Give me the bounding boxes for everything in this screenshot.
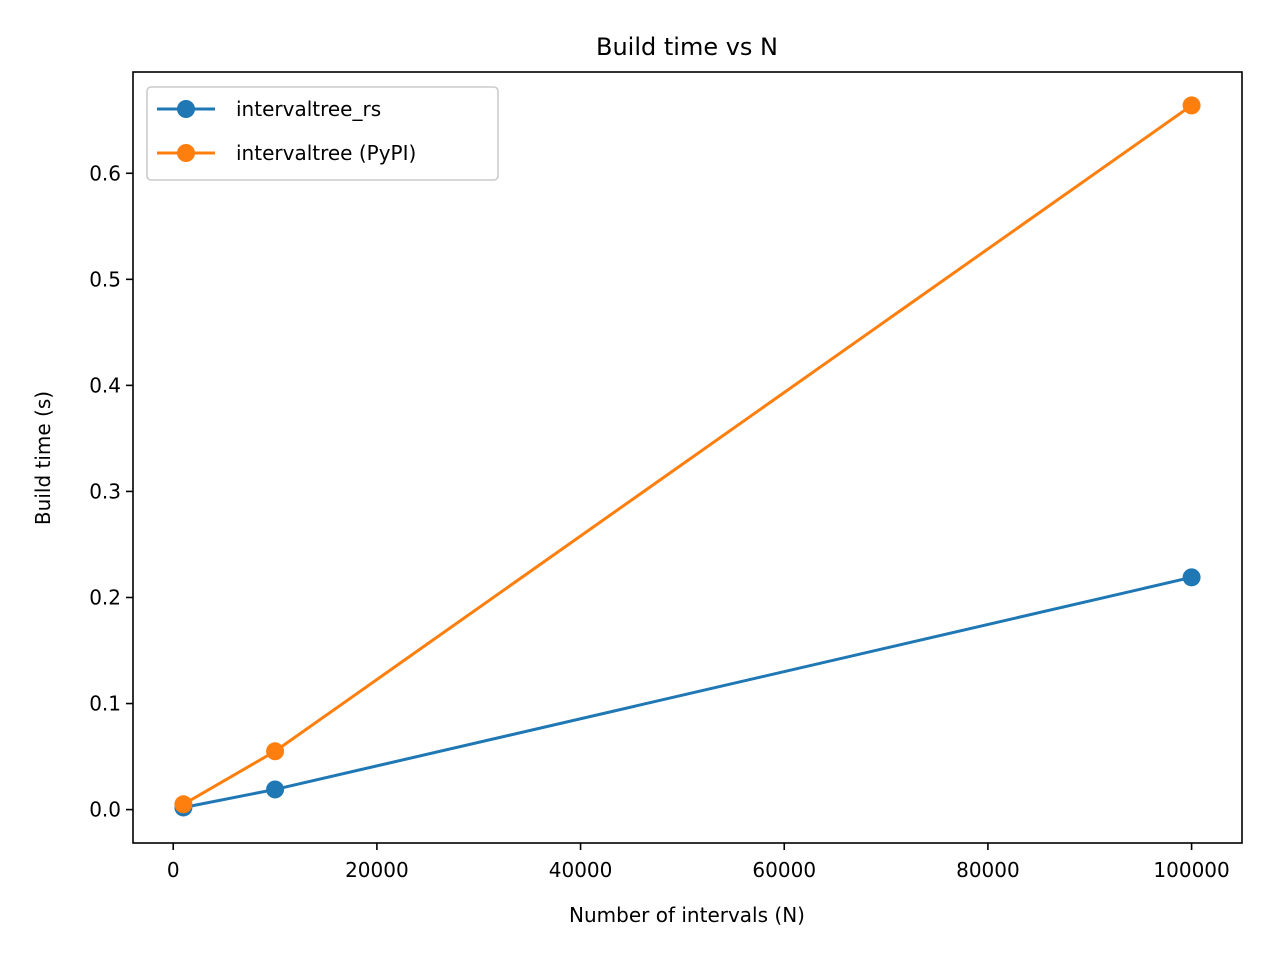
y-tick-label: 0.0 <box>89 798 121 822</box>
legend-marker <box>177 144 195 162</box>
legend-label: intervaltree (PyPI) <box>236 141 416 165</box>
y-tick-label: 0.5 <box>89 267 121 291</box>
y-tick-label: 0.4 <box>89 373 121 397</box>
x-tick-label: 100000 <box>1153 858 1229 882</box>
series-line <box>183 575 1192 809</box>
x-tick-label: 60000 <box>752 858 816 882</box>
legend-label: intervaltree_rs <box>236 97 381 121</box>
x-tick-label: 0 <box>167 858 180 882</box>
x-tick-label: 80000 <box>956 858 1020 882</box>
chart-title: Build time vs N <box>596 33 778 61</box>
data-point <box>1182 568 1201 587</box>
legend: intervaltree_rs intervaltree (PyPI) <box>146 86 499 181</box>
plot-area <box>174 96 1201 817</box>
axes: 0 20000 40000 60000 80000 100000 0.0 0.1 0.2 0.3 0… <box>89 71 1243 882</box>
data-point <box>266 780 285 799</box>
y-tick-label: 0.6 <box>89 161 121 185</box>
y-axis-title: Build time (s) <box>31 391 55 525</box>
plot-frame <box>132 71 1243 844</box>
data-point <box>266 742 285 761</box>
x-tick-label: 40000 <box>549 858 613 882</box>
data-point <box>174 795 193 814</box>
data-point <box>1182 96 1201 115</box>
series-line <box>182 104 1193 806</box>
y-tick-label: 0.1 <box>89 692 121 716</box>
y-tick-label: 0.2 <box>89 585 121 609</box>
legend-box <box>146 86 499 181</box>
x-axis-title: Number of intervals (N) <box>569 903 805 927</box>
y-tick-label: 0.3 <box>89 479 121 503</box>
legend-marker <box>177 100 195 118</box>
x-tick-label: 20000 <box>345 858 409 882</box>
